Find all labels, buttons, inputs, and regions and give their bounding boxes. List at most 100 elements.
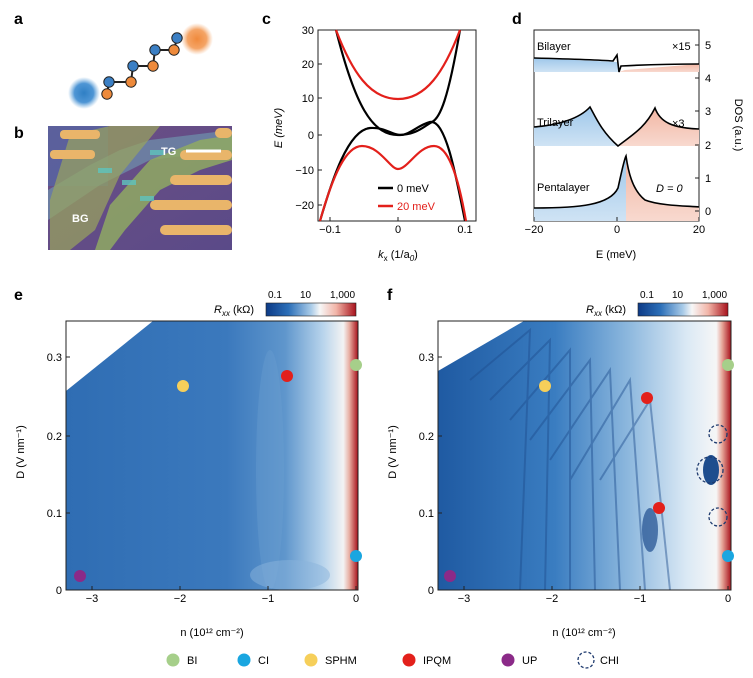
band-structure-chart: −0.1 0 0.1 30 20 10 0 −10 −20 0 meV 20 meV E (me… <box>273 25 477 263</box>
legend-swatch-bi <box>166 653 180 667</box>
d-xlabel: E (meV) <box>596 249 636 261</box>
panel-letter-c: c <box>262 11 271 28</box>
marker-ipqm <box>281 370 293 382</box>
e-xtick-label: −3 <box>86 593 99 605</box>
panel-letter-b: b <box>14 125 24 142</box>
c-ytick-label: 10 <box>302 93 314 105</box>
marker-bi-f <box>722 359 734 371</box>
phase-diagram-0T: 0 T −3 −2 −1 0 0.3 0.2 0.1 0 n (10¹² cm⁻²) D (V… <box>15 320 362 639</box>
legend-swatch-up <box>501 653 515 667</box>
c-xtick-label: −0.1 <box>319 224 341 236</box>
f-xtick-label: 0 <box>725 593 731 605</box>
legend-20mev: 20 meV <box>397 201 436 213</box>
dos-chart: Bilayer Trilayer Pentalayer ×15 ×3 D = 0… <box>525 29 744 261</box>
stacking-schematic <box>68 23 213 109</box>
label-trilayer: Trilayer <box>537 117 574 129</box>
legend-label-ci: CI <box>258 655 269 667</box>
marker-bi <box>350 359 362 371</box>
c-ytick-label: 20 <box>302 59 314 71</box>
cbar-e-label: Rxx (kΩ) <box>214 304 254 318</box>
d-xtick-label: 20 <box>693 224 705 236</box>
cbar-f-tick-0: 0.1 <box>640 290 654 301</box>
d-ytick-label: 1 <box>705 173 711 185</box>
c-ytick-label: −20 <box>295 200 314 212</box>
legend-label-bi: BI <box>187 655 197 667</box>
c-ylabel: E (meV) <box>273 107 285 148</box>
c-ytick-label: −10 <box>295 165 314 177</box>
band-curve-0mev-lower <box>318 120 467 222</box>
field-label-2T: 2 T <box>446 331 462 343</box>
legend-label-chi: CHI <box>600 655 619 667</box>
field-label-0T: 0 T <box>74 331 90 343</box>
c-ytick-label: 30 <box>302 25 314 37</box>
f-xtick-label: −1 <box>634 593 647 605</box>
panel-letter-f: f <box>387 287 393 304</box>
e-ytick-label: 0.2 <box>47 431 62 443</box>
legend-label-sphm: SPHM <box>325 655 357 667</box>
legend-label-up: UP <box>522 655 537 667</box>
marker-chi-2 <box>696 456 724 484</box>
cbar-e-tick-0: 0.1 <box>268 290 282 301</box>
f-ytick-label: 0.1 <box>419 508 434 520</box>
f-xtick-label: −3 <box>458 593 471 605</box>
dos-curve-pentalayer <box>533 153 700 209</box>
panel-letter-d: d <box>512 11 522 28</box>
d-ylabel: DOS (a.u.) <box>732 99 744 152</box>
f-ylabel: D (V nm⁻¹) <box>387 425 399 478</box>
e-xtick-label: −1 <box>262 593 275 605</box>
marker-ci <box>350 550 362 562</box>
panel-letter-e: e <box>14 287 23 304</box>
band-curve-0mev-upper <box>334 29 462 137</box>
band-curve-20mev-lower <box>318 144 468 222</box>
marker-ipqm-f-upper <box>641 392 653 404</box>
scale-x3: ×3 <box>672 118 685 130</box>
marker-chi-3 <box>708 507 728 527</box>
marker-ipqm-f-lower <box>653 502 665 514</box>
d-ytick-label: 4 <box>705 73 711 85</box>
f-ytick-label: 0.2 <box>419 431 434 443</box>
c-xtick-label: 0 <box>395 224 401 236</box>
d-xtick-label: −20 <box>525 224 544 236</box>
dos-curve-bilayer <box>533 52 700 73</box>
d-ytick-label: 2 <box>705 140 711 152</box>
cbar-f-tick-2: 1,000 <box>702 290 727 301</box>
legend-0mev: 0 meV <box>397 183 429 195</box>
c-xlabel: kx (1/a0) <box>378 249 418 263</box>
legend-label-ipqm: IPQM <box>423 655 451 667</box>
marker-sphm <box>177 380 189 392</box>
f-ytick-label: 0.3 <box>419 352 434 364</box>
cbar-f-label: Rxx (kΩ) <box>586 304 626 318</box>
tg-label: TG <box>161 146 176 158</box>
chi-feature <box>703 455 719 485</box>
dos-curve-trilayer <box>533 105 700 148</box>
panel-letter-a: a <box>14 11 23 28</box>
e-ytick-label: 0.1 <box>47 508 62 520</box>
phase-diagram-2T: 2 T −3 −2 −1 0 0.3 0.2 0.1 0 n (10¹² cm⁻²) D (V… <box>387 320 734 639</box>
e-xtick-label: −2 <box>174 593 187 605</box>
f-xtick-label: −2 <box>546 593 559 605</box>
cbar-e-tick-1: 10 <box>300 290 312 301</box>
band-curve-20mev-upper <box>334 29 462 101</box>
d-xtick-label: 0 <box>614 224 620 236</box>
colorbar-f: 0.1 10 1,000 Rxx (kΩ) <box>586 290 729 318</box>
d-ytick-label: 3 <box>705 106 711 118</box>
colorbar-e: 0.1 10 1,000 Rxx (kΩ) <box>214 290 357 318</box>
cbar-e-tick-2: 1,000 <box>330 290 355 301</box>
bg-label: BG <box>72 213 89 225</box>
d-ytick-label: 0 <box>705 206 711 218</box>
e-xlabel: n (10¹² cm⁻²) <box>180 627 243 639</box>
marker-chi-1 <box>708 424 728 444</box>
marker-ci-f <box>722 550 734 562</box>
scale-x15: ×15 <box>672 41 691 53</box>
legend-swatch-ci <box>237 653 251 667</box>
f-xlabel: n (10¹² cm⁻²) <box>552 627 615 639</box>
legend-swatch-ipqm <box>402 653 416 667</box>
device-micrograph: TG BG <box>48 126 232 250</box>
label-bilayer: Bilayer <box>537 41 571 53</box>
e-xtick-label: 0 <box>353 593 359 605</box>
d-zero-label: D = 0 <box>656 183 683 195</box>
f-ytick-label: 0 <box>428 585 434 597</box>
e-ylabel: D (V nm⁻¹) <box>15 425 27 478</box>
e-ytick-label: 0 <box>56 585 62 597</box>
